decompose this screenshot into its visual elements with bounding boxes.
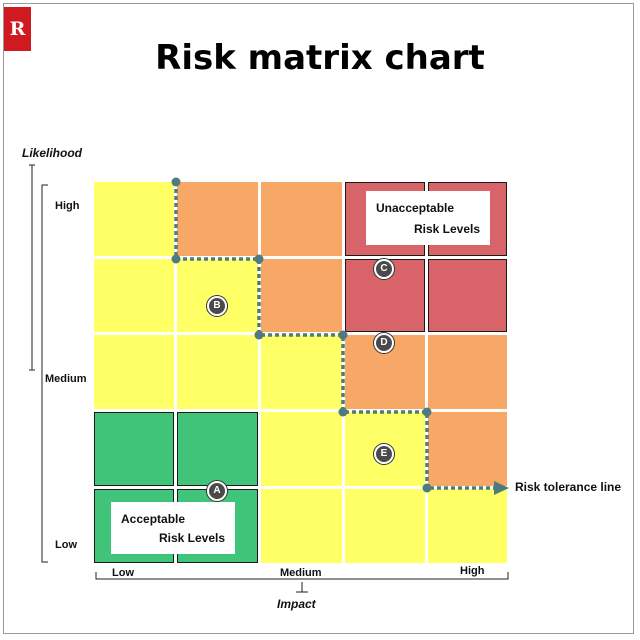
matrix-cell-4-4 (428, 489, 507, 563)
risk-tolerance-label: Risk tolerance line (515, 480, 622, 494)
matrix-cell-0-2 (261, 182, 342, 256)
x-label-medium: Medium (280, 567, 322, 579)
matrix-cell-4-2 (261, 489, 342, 563)
matrix-cell-1-1 (177, 259, 258, 332)
marker-b: B (207, 296, 227, 316)
acceptable-risk-box: Acceptable Risk Levels (111, 502, 235, 554)
matrix-cell-1-4 (428, 259, 507, 332)
matrix-cell-3-2 (261, 412, 342, 486)
marker-e: E (374, 444, 394, 464)
matrix-cell-1-2 (261, 259, 342, 332)
x-label-high: High (460, 565, 485, 577)
matrix-cell-2-2 (261, 335, 342, 409)
y-axis-title: Likelihood (22, 146, 82, 160)
unacceptable-risk-box: Unacceptable Risk Levels (366, 191, 490, 245)
x-label-low: Low (112, 567, 134, 579)
y-label-high: High (55, 200, 80, 212)
acceptable-line-2: Risk Levels (158, 531, 225, 545)
chart-frame (3, 3, 634, 634)
y-label-medium: Medium (45, 373, 87, 385)
matrix-cell-3-0 (94, 412, 174, 486)
matrix-cell-3-1 (177, 412, 258, 486)
matrix-cell-0-0 (94, 182, 174, 256)
marker-c: C (374, 259, 394, 279)
chart-title: Risk matrix chart (155, 38, 485, 78)
unacceptable-line-2: Risk Levels (413, 222, 480, 236)
matrix-cell-4-3 (345, 489, 425, 563)
matrix-cell-1-0 (94, 259, 174, 332)
matrix-cell-0-1 (177, 182, 258, 256)
marker-d: D (374, 333, 394, 353)
acceptable-line-1: Acceptable (121, 512, 186, 526)
x-axis-title: Impact (277, 597, 316, 611)
unacceptable-line-1: Unacceptable (376, 201, 455, 215)
matrix-cell-2-4 (428, 335, 507, 409)
matrix-cell-2-1 (177, 335, 258, 409)
marker-a: A (207, 481, 227, 501)
matrix-cell-3-4 (428, 412, 507, 486)
y-label-low: Low (55, 539, 77, 551)
matrix-cell-2-0 (94, 335, 174, 409)
brand-logo: R (4, 7, 31, 51)
